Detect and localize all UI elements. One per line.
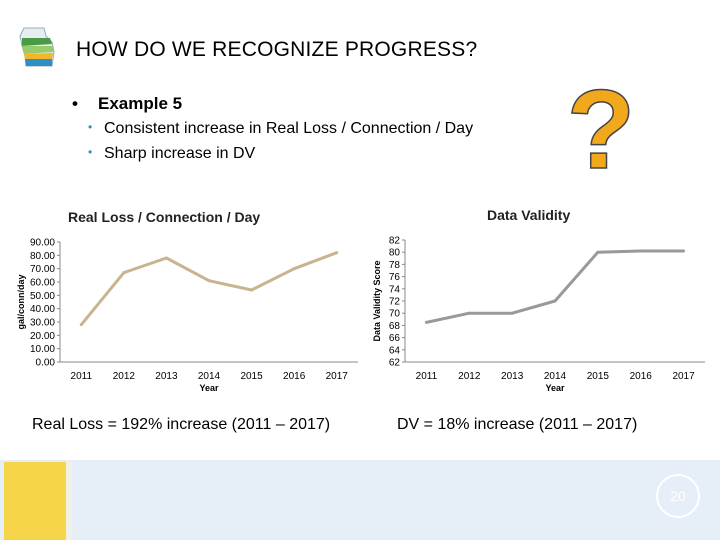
y-tick-label: 70.00 bbox=[30, 264, 55, 275]
y-tick-label: 80.00 bbox=[30, 251, 55, 262]
y-tick-label: 76 bbox=[389, 272, 401, 283]
x-tick-label: 2014 bbox=[544, 371, 567, 382]
y-tick-label: 64 bbox=[389, 345, 401, 356]
caption-right: DV = 18% increase (2011 – 2017) bbox=[397, 416, 638, 433]
x-tick-label: 2016 bbox=[283, 371, 306, 382]
data-point bbox=[335, 251, 339, 255]
caption-left: Real Loss = 192% increase (2011 – 2017) bbox=[32, 416, 331, 433]
x-tick-label: 2013 bbox=[501, 371, 524, 382]
bullet-dot: • bbox=[72, 94, 78, 113]
subbullet-2: • Sharp increase in DV bbox=[88, 145, 255, 163]
page-number: 20 bbox=[656, 474, 700, 518]
data-point bbox=[122, 271, 126, 275]
y-tick-label: 80 bbox=[389, 248, 401, 259]
x-tick-label: 2011 bbox=[416, 371, 438, 382]
series-line bbox=[426, 249, 684, 324]
y-tick-label: 40.00 bbox=[30, 304, 55, 315]
x-tick-label: 2017 bbox=[672, 371, 695, 382]
y-axis-title: gal/conn/day bbox=[16, 274, 26, 329]
x-tick-label: 2015 bbox=[240, 371, 263, 382]
y-tick-label: 20.00 bbox=[30, 331, 55, 342]
subbullet-2-text: Sharp increase in DV bbox=[104, 145, 256, 162]
y-tick-label: 10.00 bbox=[30, 344, 55, 355]
data-point bbox=[553, 299, 557, 303]
y-tick-label: 68 bbox=[389, 321, 401, 332]
chart-left-title: Real Loss / Connection / Day bbox=[68, 209, 261, 225]
y-tick-label: 62 bbox=[389, 358, 401, 369]
data-point bbox=[467, 311, 471, 315]
x-tick-label: 2012 bbox=[458, 371, 481, 382]
svg-text:?: ? bbox=[567, 82, 635, 192]
y-tick-label: 72 bbox=[389, 297, 401, 308]
footer-divider bbox=[66, 462, 72, 540]
series-line bbox=[80, 251, 338, 326]
data-point bbox=[424, 320, 428, 324]
data-point bbox=[207, 279, 211, 283]
x-tick-label: 2016 bbox=[630, 371, 653, 382]
chart-right-title: Data Validity bbox=[487, 207, 571, 223]
x-axis-title: Year bbox=[199, 383, 219, 393]
data-point bbox=[682, 249, 686, 253]
footer-accent bbox=[4, 462, 66, 540]
data-point bbox=[596, 250, 600, 254]
y-axis-title: Data Validity Score bbox=[372, 260, 382, 341]
y-tick-label: 66 bbox=[389, 333, 401, 344]
page-title: HOW DO WE RECOGNIZE PROGRESS? bbox=[76, 38, 478, 61]
y-tick-label: 0.00 bbox=[36, 358, 56, 369]
x-tick-label: 2011 bbox=[71, 371, 93, 382]
y-tick-label: 90.00 bbox=[30, 238, 55, 249]
chart-left: 90.00 80.00 70.00 60.00 50.00 40.00 30.00 20.00… bbox=[16, 238, 358, 393]
y-tick-label: 78 bbox=[389, 260, 401, 271]
data-point bbox=[250, 288, 254, 292]
data-point bbox=[164, 256, 168, 260]
x-tick-label: 2012 bbox=[113, 371, 136, 382]
subbullet-1: • Consistent increase in Real Loss / Conn… bbox=[88, 120, 473, 138]
footer-bar bbox=[0, 460, 720, 540]
y-tick-label: 60.00 bbox=[30, 278, 55, 289]
y-tick-label: 30.00 bbox=[30, 318, 55, 329]
x-axis-title: Year bbox=[545, 383, 565, 393]
x-tick-label: 2013 bbox=[155, 371, 178, 382]
data-point bbox=[510, 311, 514, 315]
subbullet-dot-icon: • bbox=[88, 145, 93, 159]
bullet-example-text: Example 5 bbox=[98, 94, 183, 113]
data-point bbox=[292, 267, 296, 271]
subbullet-dot-icon: • bbox=[88, 120, 93, 134]
x-tick-label: 2015 bbox=[587, 371, 610, 382]
question-mark-icon: ? bbox=[566, 82, 636, 192]
bullet-example: • Example 5 bbox=[72, 94, 182, 114]
y-tick-label: 74 bbox=[389, 284, 401, 295]
y-tick-label: 70 bbox=[389, 309, 401, 320]
georgia-state-logo bbox=[19, 27, 55, 67]
y-tick-label: 50.00 bbox=[30, 291, 55, 302]
subbullet-1-text: Consistent increase in Real Loss / Conne… bbox=[104, 120, 474, 137]
y-tick-label: 82 bbox=[389, 236, 401, 247]
x-tick-label: 2014 bbox=[198, 371, 221, 382]
data-point bbox=[79, 323, 83, 327]
x-tick-label: 2017 bbox=[326, 371, 349, 382]
data-point bbox=[639, 249, 643, 253]
